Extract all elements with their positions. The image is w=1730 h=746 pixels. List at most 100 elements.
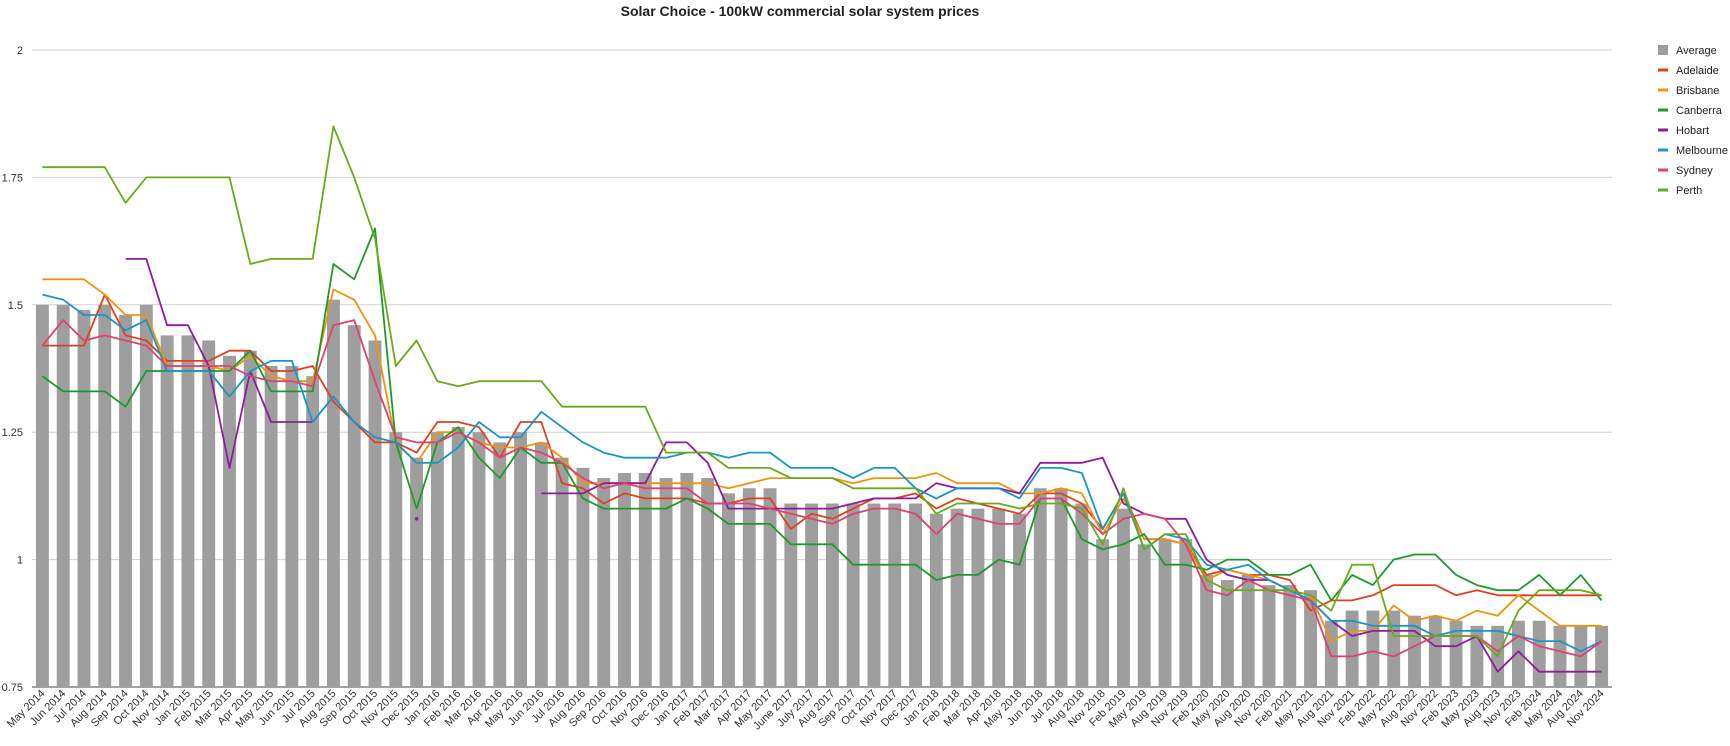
bar-average <box>56 304 70 687</box>
bars-average <box>35 299 1609 687</box>
legend-label-brisbane: Brisbane <box>1676 85 1719 97</box>
bar-average <box>1241 574 1255 687</box>
bar-average <box>1220 579 1234 687</box>
bar-average <box>202 340 216 687</box>
bar-average <box>784 503 798 687</box>
bar-average <box>306 376 320 687</box>
bar-average <box>223 355 236 687</box>
legend-label-canberra: Canberra <box>1676 105 1723 117</box>
bar-average <box>722 493 735 687</box>
bar-average <box>1304 590 1317 687</box>
bar-average <box>1262 585 1276 687</box>
bar-average <box>825 503 839 687</box>
series-line-hobart <box>125 257 313 469</box>
bar-average <box>1345 610 1359 687</box>
y-axis-ticks: 0.75 1 1.25 1.5 1.75 2 <box>2 45 23 694</box>
bar-average <box>1324 620 1338 687</box>
bar-average <box>119 314 132 687</box>
legend-label-hobart: Hobart <box>1676 125 1709 137</box>
legend-label-sydney: Sydney <box>1676 165 1713 177</box>
bar-average <box>514 432 527 687</box>
bar-average <box>763 488 777 687</box>
bar-average <box>1137 544 1151 687</box>
legend-swatch-canberra <box>1658 108 1668 112</box>
bar-average <box>971 508 985 687</box>
bar-average <box>139 304 153 687</box>
bar-average <box>1366 610 1380 687</box>
y-tick-label: 1 <box>17 555 23 567</box>
bar-average <box>35 304 49 687</box>
series-line-melbourne <box>42 293 1602 653</box>
bar-average <box>389 432 403 687</box>
bar-average <box>992 508 1006 687</box>
legend-label-melbourne: Melbourne <box>1676 145 1728 157</box>
bar-average <box>742 488 756 687</box>
bar-average <box>160 335 174 687</box>
bar-average <box>555 457 569 687</box>
bar-average <box>1512 620 1525 687</box>
bar-average <box>929 513 943 687</box>
bar-average <box>659 478 673 687</box>
bar-average <box>1033 488 1047 687</box>
bar-average <box>1387 610 1401 687</box>
bar-average <box>451 427 465 687</box>
bar-average <box>597 478 611 687</box>
bar-average <box>430 432 444 687</box>
bar-average <box>638 472 652 687</box>
y-tick-label: 1.25 <box>2 427 23 439</box>
bar-average <box>1096 539 1110 687</box>
bar-average <box>1283 585 1297 687</box>
bar-average <box>285 365 299 687</box>
legend-swatch-average <box>1658 45 1668 55</box>
legend-swatch-brisbane <box>1658 88 1668 92</box>
legend-swatch-sydney <box>1658 168 1668 172</box>
bar-average <box>846 503 860 687</box>
legend-label-adelaide: Adelaide <box>1676 65 1719 77</box>
bar-average <box>534 442 548 687</box>
legend-label-average: Average <box>1676 45 1717 57</box>
bar-average <box>472 432 486 687</box>
y-tick-label: 0.75 <box>2 682 23 694</box>
bar-average <box>950 508 964 687</box>
bar-average <box>181 335 195 687</box>
series-line-perth <box>42 125 1602 658</box>
bar-average <box>618 472 631 687</box>
bar-average <box>701 478 715 687</box>
bar-average <box>805 503 819 687</box>
series-line-hobart <box>541 441 1602 673</box>
bar-average <box>680 472 694 687</box>
bar-average <box>264 365 278 687</box>
bar-average <box>1200 574 1214 687</box>
bar-average <box>867 503 881 687</box>
bar-average <box>347 325 361 687</box>
legend-swatch-hobart <box>1658 128 1668 132</box>
bar-average <box>493 442 507 687</box>
bar-average <box>368 340 382 687</box>
bar-average <box>1553 625 1567 687</box>
bar-average <box>1532 620 1546 687</box>
bar-average <box>1470 625 1484 687</box>
series-lines <box>41 125 1603 673</box>
y-tick-label: 2 <box>17 45 23 57</box>
bar-average <box>1428 615 1442 687</box>
bar-average <box>77 309 91 687</box>
bar-average <box>98 304 112 687</box>
bar-average <box>1595 625 1609 687</box>
legend-label-perth: Perth <box>1676 185 1702 197</box>
legend-swatch-perth <box>1658 188 1668 192</box>
series-line-adelaide <box>42 293 1602 612</box>
bar-average <box>1054 488 1068 687</box>
legend-swatch-adelaide <box>1658 68 1668 72</box>
bar-average <box>410 457 424 687</box>
bar-average <box>1158 539 1172 687</box>
bar-average <box>909 503 922 687</box>
bar-average <box>888 503 902 687</box>
legend[interactable]: Average Adelaide Brisbane Canberra Hobart Mel… <box>1658 45 1728 197</box>
bar-average <box>1449 620 1463 687</box>
bar-average <box>327 299 340 687</box>
series-line-sydney <box>41 319 1603 658</box>
bar-average <box>1075 503 1089 687</box>
